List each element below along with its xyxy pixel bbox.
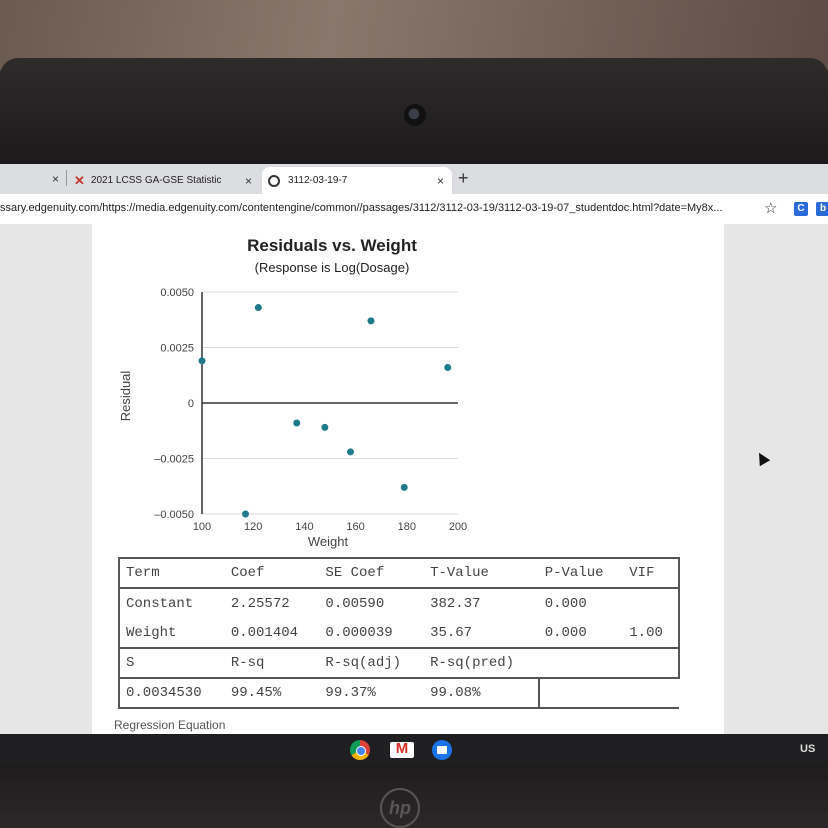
tab-document[interactable]: 3112-03-19-7 ×: [262, 167, 452, 194]
table-cell: 35.67: [430, 624, 473, 641]
data-point: [198, 357, 206, 365]
table-cell: 0.000: [544, 624, 587, 641]
table-row: 0.0034530 99.45% 99.37% 99.08%: [118, 677, 679, 709]
table-cell: [538, 647, 624, 678]
summary-header: S: [118, 647, 225, 678]
summary-value: 99.37%: [319, 677, 425, 709]
table-cell: 1.00: [623, 618, 680, 648]
y-tick-label: –0.0025: [154, 454, 194, 466]
chrome-icon[interactable]: [350, 740, 370, 760]
summary-header: R-sq: [224, 647, 320, 678]
tab-statistical[interactable]: ✕ 2021 LCSS GA-GSE Statistical R ×: [74, 167, 260, 194]
x-tick-label: 200: [449, 521, 467, 533]
table-header: Term: [118, 557, 225, 589]
table-cell: [623, 677, 679, 709]
input-method-indicator[interactable]: US: [800, 743, 816, 755]
table-row: Weight 0.001404 0.000039 35.67 0.000 1.0…: [118, 618, 680, 648]
close-icon[interactable]: ×: [436, 173, 444, 188]
summary-header: R-sq(adj): [319, 647, 425, 678]
table-cell: 0.001404: [230, 624, 299, 641]
tab-strip: × ✕ 2021 LCSS GA-GSE Statistical R × 311…: [0, 164, 828, 194]
url-text[interactable]: ssary.edgenuity.com/https://media.edgenu…: [0, 202, 723, 214]
table-cell: Constant: [118, 588, 225, 618]
tab-title: 2021 LCSS GA-GSE Statistical R: [90, 175, 221, 186]
bookmark-star-icon[interactable]: ☆: [764, 200, 778, 217]
summary-header: R-sq(pred): [424, 647, 539, 678]
tab-separator: [66, 170, 67, 186]
summary-value: 99.08%: [424, 677, 540, 709]
data-point: [321, 423, 329, 431]
table-cell: 382.37: [430, 595, 481, 612]
table-cell: 0.00590: [325, 595, 385, 612]
data-point: [444, 363, 452, 371]
table-cell: 2.25572: [230, 595, 290, 612]
y-tick-label: 0: [188, 398, 194, 410]
hp-logo: hp: [380, 788, 420, 828]
table-cell: [538, 677, 624, 709]
extension-b-icon[interactable]: b: [816, 202, 828, 216]
table-cell: [623, 647, 680, 678]
os-shelf: US: [0, 734, 828, 764]
table-cell: 0.000039: [325, 624, 393, 641]
x-tick-label: 160: [346, 521, 364, 533]
extension-c-icon[interactable]: C: [794, 202, 808, 216]
y-tick-label: 0.0025: [160, 343, 194, 355]
webcam: [404, 104, 426, 126]
x-tick-label: 120: [244, 521, 262, 533]
summary-value: 0.0034530: [118, 677, 225, 709]
data-point: [242, 510, 250, 518]
globe-icon: [268, 174, 280, 187]
data-point: [293, 419, 301, 427]
data-point: [400, 483, 408, 491]
table-header: SE Coef: [319, 557, 425, 589]
x-tick-label: 100: [193, 521, 211, 533]
edgenuity-x-icon: ✕: [74, 172, 85, 188]
data-point: [367, 317, 375, 325]
files-icon[interactable]: [432, 740, 452, 760]
x-tick-label: 140: [295, 521, 313, 533]
gmail-icon[interactable]: [390, 740, 414, 758]
chart-subtitle: (Response is Log(Dosage): [254, 260, 410, 275]
screen: × ✕ 2021 LCSS GA-GSE Statistical R × 311…: [0, 164, 828, 764]
tab-title: 3112-03-19-7: [288, 175, 348, 186]
regression-equation-label: Regression Equation: [114, 718, 226, 732]
close-icon[interactable]: ×: [244, 173, 252, 188]
table-header: Coef: [224, 557, 320, 589]
y-tick-label: –0.0050: [154, 509, 194, 521]
y-tick-label: 0.0050: [160, 287, 194, 299]
regression-table: Term Coef SE Coef T-Value P-Value VIF Co…: [118, 557, 680, 709]
table-row: Constant 2.25572 0.00590 382.37 0.000: [118, 588, 680, 618]
table-header: P-Value: [538, 557, 624, 589]
new-tab-button[interactable]: +: [458, 168, 469, 188]
document-page: Residuals vs. Weight (Response is Log(Do…: [92, 224, 724, 734]
address-bar[interactable]: ssary.edgenuity.com/https://media.edgenu…: [0, 194, 828, 224]
x-tick-label: 180: [398, 521, 416, 533]
table-cell: 0.000: [544, 595, 587, 612]
table-header: T-Value: [424, 557, 539, 589]
table-header: VIF: [623, 557, 680, 589]
table-cell: Weight: [118, 618, 225, 648]
y-axis-label: Residual: [118, 371, 133, 422]
summary-value: 99.45%: [224, 677, 320, 709]
table-cell: [623, 588, 680, 618]
close-icon[interactable]: ×: [52, 172, 60, 186]
chart-title: Residuals vs. Weight: [247, 236, 417, 255]
data-point: [254, 304, 262, 312]
table-row: S R-sq R-sq(adj) R-sq(pred): [118, 647, 680, 678]
x-axis-label: Weight: [308, 534, 349, 549]
data-point: [346, 448, 354, 456]
